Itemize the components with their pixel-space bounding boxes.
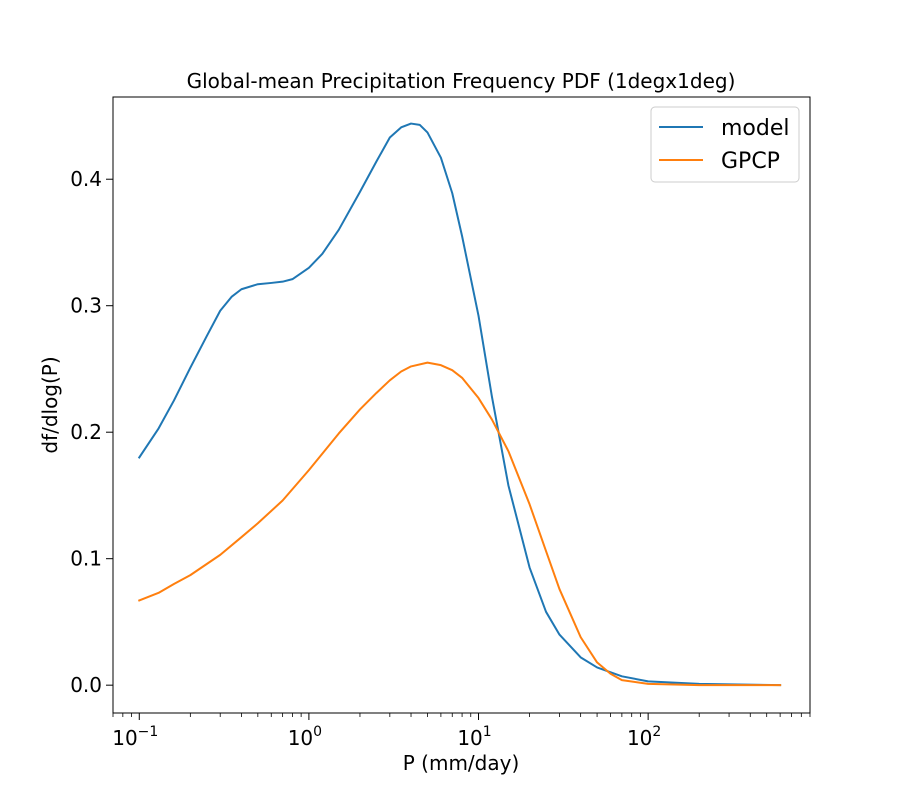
x-axis-ticks: 10−1 100 101 102 (112, 713, 811, 750)
legend: model GPCP (650, 106, 800, 183)
x-tick-label: 100 (288, 724, 322, 750)
x-tick-label: 10−1 (112, 724, 158, 750)
plot-frame (112, 96, 811, 714)
legend-label-model: model (721, 116, 790, 141)
y-tick-label: 0.2 (70, 420, 102, 444)
y-axis-ticks: 0.0 0.1 0.2 0.3 0.4 (70, 167, 113, 697)
plot-background (113, 97, 810, 713)
x-axis-label: P (mm/day) (403, 751, 520, 775)
x-tick-label: 101 (457, 724, 491, 750)
x-tick-label: 102 (627, 724, 661, 750)
y-tick-label: 0.0 (70, 673, 102, 697)
y-tick-label: 0.1 (70, 547, 102, 571)
legend-label-gpcp: GPCP (721, 149, 780, 174)
chart-title: Global-mean Precipitation Frequency PDF … (187, 69, 736, 93)
y-axis-label: df/dlog(P) (38, 356, 62, 453)
series-line-gpcp (137, 361, 782, 687)
y-tick-label: 0.4 (70, 167, 102, 191)
series-line-model (137, 122, 782, 687)
legend-box (650, 106, 800, 183)
series-layer (137, 122, 782, 687)
y-tick-label: 0.3 (70, 294, 102, 318)
plot-area (112, 96, 811, 714)
